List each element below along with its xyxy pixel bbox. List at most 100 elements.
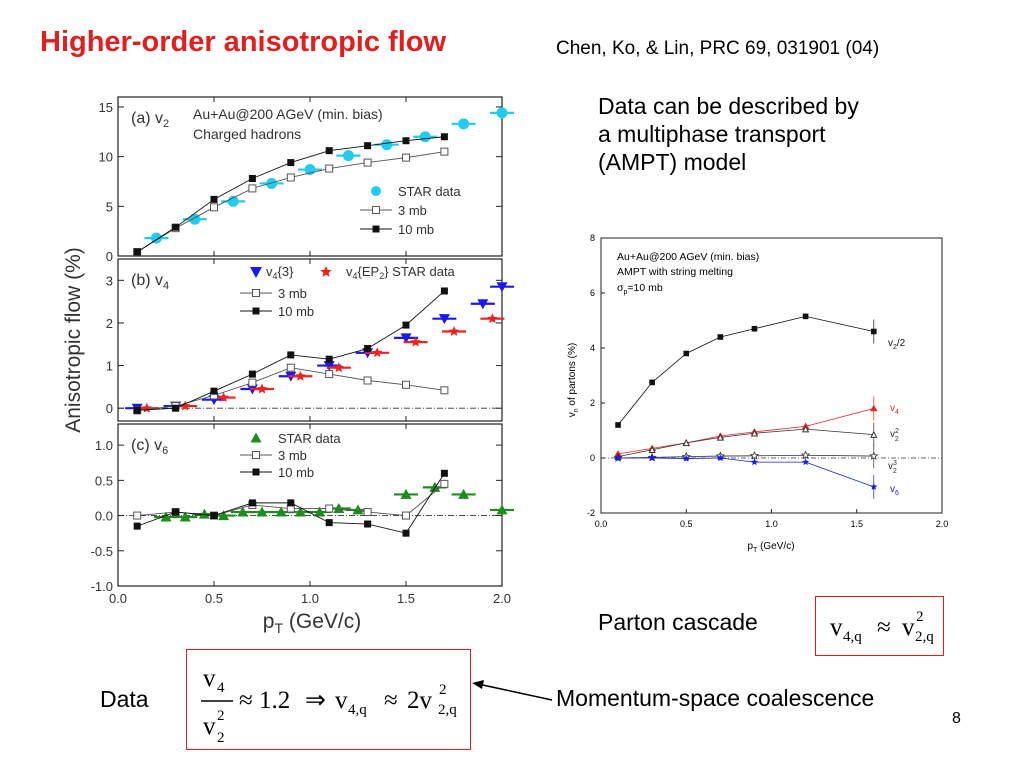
data-point bbox=[210, 195, 218, 203]
panel-label: (c) v6 bbox=[131, 437, 168, 457]
data-point bbox=[333, 362, 344, 373]
data-point bbox=[438, 314, 450, 325]
data-point bbox=[237, 506, 249, 517]
data-point bbox=[802, 313, 809, 320]
data-point bbox=[133, 522, 141, 530]
ratio-denominator: v bbox=[203, 713, 216, 740]
data-point bbox=[342, 150, 354, 162]
legend-marker bbox=[372, 225, 380, 233]
y-tick-label: 1 bbox=[106, 359, 113, 374]
ratio-denominator-sup: 2 bbox=[217, 708, 225, 724]
legend-marker bbox=[252, 468, 260, 476]
parton-cascade-label: Parton cascade bbox=[598, 609, 758, 635]
data-point bbox=[295, 370, 306, 381]
legend-label: 3 mb bbox=[278, 448, 307, 463]
series-label: v4 bbox=[890, 403, 899, 416]
legend-label: STAR data bbox=[278, 431, 341, 446]
data-point bbox=[248, 174, 256, 182]
y-tick-label: 2 bbox=[590, 398, 595, 408]
data-point bbox=[256, 506, 268, 517]
data-point bbox=[325, 147, 333, 155]
data-point bbox=[716, 433, 724, 441]
data-point bbox=[410, 336, 421, 347]
legend-label: 10 mb bbox=[398, 222, 434, 237]
data-point bbox=[325, 504, 334, 513]
data-point bbox=[496, 504, 508, 515]
legend-label: 10 mb bbox=[278, 304, 314, 319]
ratio-numerator: v bbox=[203, 665, 216, 692]
y-tick-label: 8 bbox=[590, 233, 595, 243]
legend-marker bbox=[252, 451, 260, 459]
data-point bbox=[801, 450, 811, 460]
y-tick-label: 5 bbox=[106, 199, 113, 214]
data-point bbox=[325, 519, 333, 527]
reference-citation: Chen, Ko, & Lin, PRC 69, 031901 (04) bbox=[556, 38, 880, 59]
data-point bbox=[496, 107, 508, 119]
data-point bbox=[160, 511, 172, 522]
data-point bbox=[323, 361, 335, 372]
data-point bbox=[352, 504, 364, 515]
data-point bbox=[440, 147, 449, 156]
y-tick-label: 2 bbox=[106, 316, 113, 331]
data-point bbox=[400, 488, 412, 499]
data-point bbox=[218, 510, 230, 521]
data-point bbox=[248, 378, 257, 387]
description-line: Data can be described by bbox=[598, 93, 859, 119]
data-point bbox=[402, 511, 410, 520]
y-tick-label: 3 bbox=[106, 273, 113, 288]
data-point bbox=[870, 430, 878, 438]
panel-a: 0 5 10 15 (a) v2 Au+Au@200 AGeV (min. bias) Ch… bbox=[99, 96, 514, 264]
data-point bbox=[372, 347, 383, 358]
data-point bbox=[749, 451, 760, 460]
data-point bbox=[294, 506, 306, 517]
y-tick-label: 10 bbox=[99, 150, 113, 165]
data-point bbox=[402, 321, 410, 329]
formula-approx: ≈ bbox=[877, 614, 891, 641]
data-point bbox=[402, 529, 410, 537]
data-point bbox=[869, 451, 879, 460]
data-point bbox=[400, 333, 412, 344]
data-point bbox=[871, 328, 877, 335]
data-point bbox=[287, 159, 295, 167]
legend-marker bbox=[320, 266, 332, 277]
series-v2-2: v2/2 bbox=[615, 313, 906, 428]
data-point bbox=[248, 370, 256, 378]
data-point bbox=[133, 248, 141, 256]
legend: STAR data 3 mb 10 mb bbox=[360, 184, 461, 237]
plot-annotation: AMPT with string melting bbox=[617, 266, 733, 278]
formula-rhs: v bbox=[902, 614, 915, 641]
data-point bbox=[717, 334, 724, 340]
x-axis-label: pT (GeV/c) bbox=[747, 541, 794, 554]
description-line: a multiphase transport bbox=[598, 121, 826, 147]
data-point bbox=[210, 387, 218, 395]
data-point bbox=[614, 454, 622, 462]
y-tick-label: 0 bbox=[590, 453, 595, 463]
data-point bbox=[210, 203, 218, 212]
y-tick-label: 0.0 bbox=[95, 509, 113, 524]
panel-c: -1.0 -0.5 0.0 0.5 1.0 (c) v6 STAR data 3 mb 10 m… bbox=[91, 423, 514, 606]
legend-label: v4{EP2} STAR data bbox=[346, 264, 456, 281]
approx-sign: ≈ bbox=[384, 687, 398, 714]
y-tick-label: 1.0 bbox=[95, 438, 113, 453]
legend-label: v4{3} bbox=[266, 264, 294, 281]
plot-frame bbox=[600, 237, 943, 514]
description-text: Data can be described by a multiphase tr… bbox=[598, 92, 958, 176]
two-v2q-sup: 2 bbox=[439, 682, 447, 698]
data-point bbox=[496, 282, 508, 293]
data-point bbox=[363, 508, 372, 517]
legend: STAR data 3 mb 10 mb bbox=[240, 431, 341, 480]
data-point bbox=[179, 511, 191, 522]
legend-marker bbox=[250, 267, 262, 278]
data-point bbox=[440, 133, 448, 141]
data-point bbox=[325, 370, 334, 379]
x-tick-label: 1.5 bbox=[850, 519, 863, 529]
legend-marker bbox=[371, 186, 381, 196]
legend-label: 3 mb bbox=[278, 286, 307, 301]
y-axis-label: vn of partons (%) bbox=[567, 343, 580, 418]
data-point bbox=[477, 299, 489, 310]
x-tick-label: 0.5 bbox=[205, 591, 223, 606]
legend-marker bbox=[250, 432, 262, 443]
data-point bbox=[266, 177, 278, 189]
